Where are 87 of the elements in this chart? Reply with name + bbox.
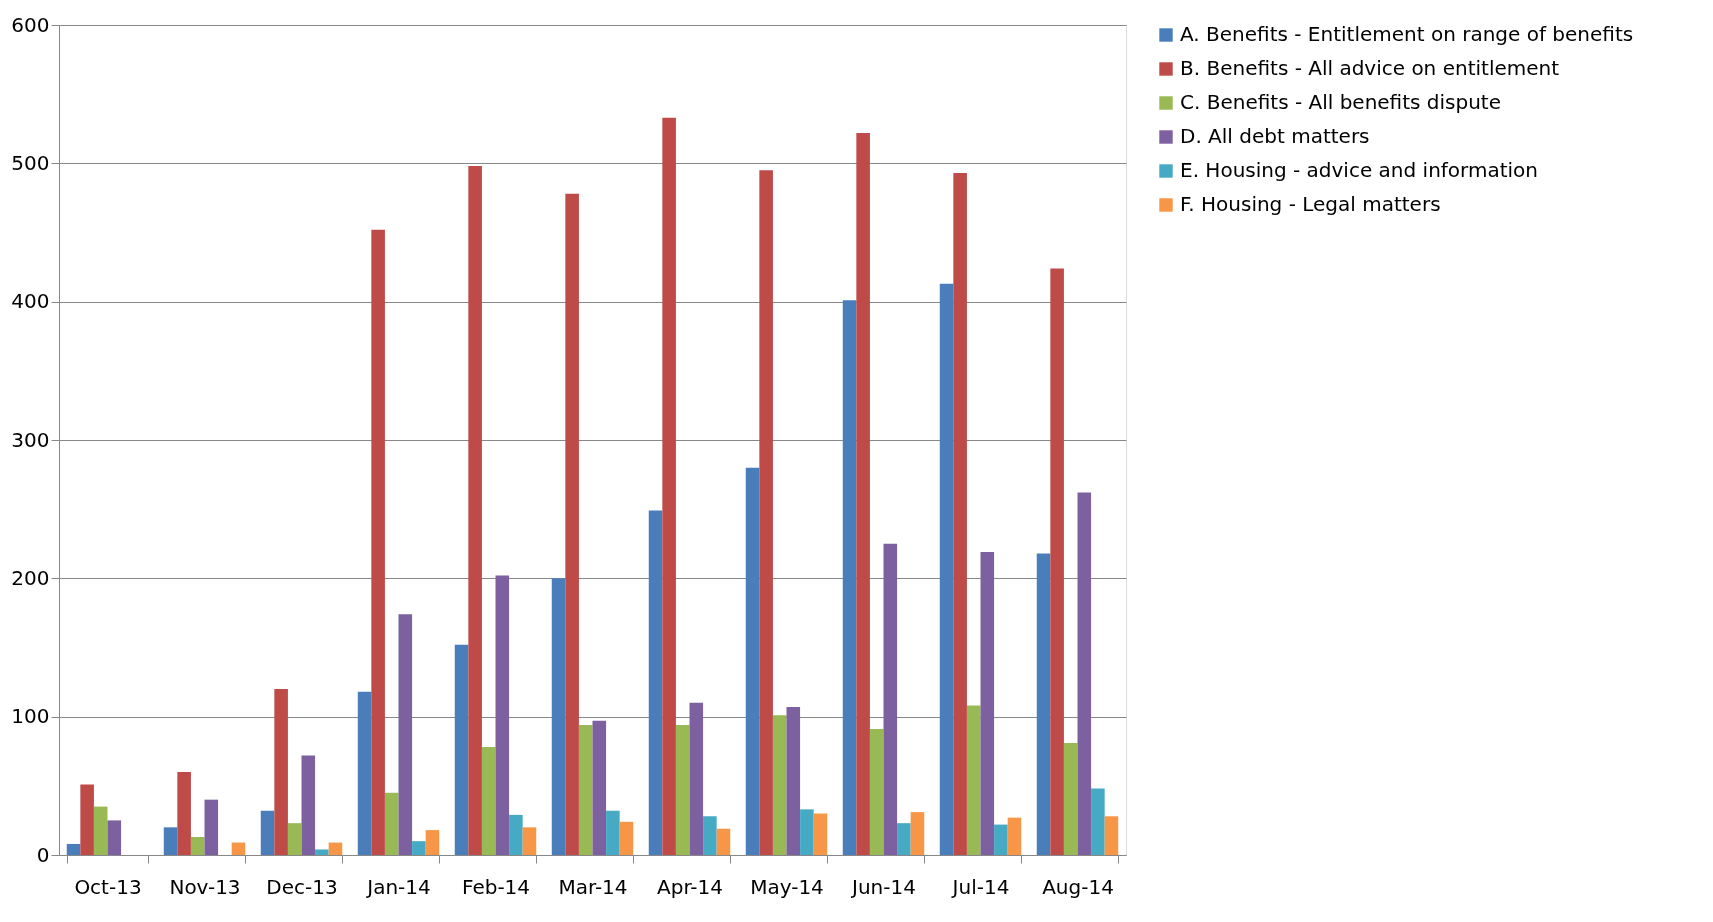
bar: [495, 575, 510, 855]
bar: [813, 813, 828, 855]
bar: [371, 229, 385, 855]
bar: [357, 691, 372, 855]
bar: [509, 814, 523, 855]
bar: [66, 843, 81, 855]
bar: [384, 792, 399, 855]
x-tick-label: Apr-14: [657, 874, 723, 899]
bar: [897, 823, 911, 855]
bar: [689, 702, 704, 855]
x-tick-label: Jun-14: [850, 874, 916, 899]
y-tick-label: 500: [11, 150, 50, 175]
x-tick-label: Oct-13: [74, 874, 142, 899]
x-tick-label: May-14: [750, 874, 824, 899]
bar: [93, 806, 108, 855]
bar: [772, 715, 787, 855]
legend-label: F. Housing - Legal matters: [1180, 192, 1441, 216]
bar: [287, 823, 302, 855]
bar: [301, 755, 316, 855]
bar: [994, 824, 1008, 855]
bar: [1077, 492, 1092, 855]
bar: [412, 841, 426, 855]
legend-label: A. Benefits - Entitlement on range of benefits: [1180, 22, 1634, 46]
bar: [703, 816, 717, 855]
bar: [190, 837, 205, 855]
bar: [619, 821, 634, 855]
bar: [606, 810, 620, 855]
bar: [800, 809, 814, 855]
bar: [856, 132, 870, 855]
legend-label: D. All debt matters: [1180, 124, 1370, 148]
bar: [939, 283, 954, 855]
bar: [551, 578, 566, 855]
bar: [883, 543, 898, 855]
legend-label: B. Benefits - All advice on entitlement: [1180, 56, 1560, 80]
bar: [745, 467, 760, 855]
bar: [163, 827, 178, 855]
bar: [953, 173, 967, 855]
bar: [842, 300, 857, 855]
bar: [1036, 553, 1051, 855]
y-tick-label: 100: [11, 704, 50, 729]
bar: [107, 820, 122, 855]
bar: [522, 827, 537, 855]
bar: [315, 849, 329, 855]
bar: [578, 724, 593, 855]
bar: [481, 747, 496, 855]
bar: [398, 614, 413, 855]
bar: [231, 842, 246, 855]
bar: [1091, 788, 1105, 855]
x-tick-label: Mar-14: [558, 874, 628, 899]
bar: [662, 117, 676, 855]
bar: [328, 842, 343, 855]
bar: [425, 830, 440, 855]
bar: [565, 193, 579, 855]
x-tick-label: Feb-14: [461, 874, 531, 899]
bar: [966, 705, 981, 855]
y-tick-label: 600: [11, 12, 50, 37]
bar: [260, 810, 275, 855]
bar: [204, 799, 219, 855]
y-tick-label: 200: [11, 565, 50, 590]
legend-label: C. Benefits - All benefits dispute: [1180, 90, 1502, 114]
bar: [648, 510, 663, 855]
y-tick-label: 400: [11, 289, 50, 314]
bar: [274, 689, 288, 855]
x-tick-label: Jan-14: [365, 874, 431, 899]
bar: [980, 552, 995, 855]
bar: [786, 706, 801, 855]
bar: [675, 724, 690, 855]
bar: [468, 166, 482, 855]
bar: [177, 772, 191, 855]
bar: [592, 720, 607, 855]
bar: [716, 828, 731, 855]
y-tick-label: 300: [11, 427, 50, 452]
y-tick-label: 0: [36, 842, 50, 867]
legend-label: E. Housing - advice and information: [1180, 158, 1538, 182]
x-tick-label: Aug-14: [1042, 874, 1114, 899]
bar: [454, 644, 469, 855]
x-tick-label: Nov-13: [169, 874, 241, 899]
bar: [869, 729, 884, 855]
bar: [80, 784, 94, 855]
x-tick-label: Dec-13: [266, 874, 338, 899]
bar: [1007, 817, 1022, 855]
x-tick-label: Jul-14: [950, 874, 1010, 899]
bar: [1104, 816, 1119, 855]
bar: [759, 170, 773, 855]
bar: [1063, 742, 1078, 855]
bar: [1050, 268, 1064, 855]
bar: [910, 812, 925, 855]
